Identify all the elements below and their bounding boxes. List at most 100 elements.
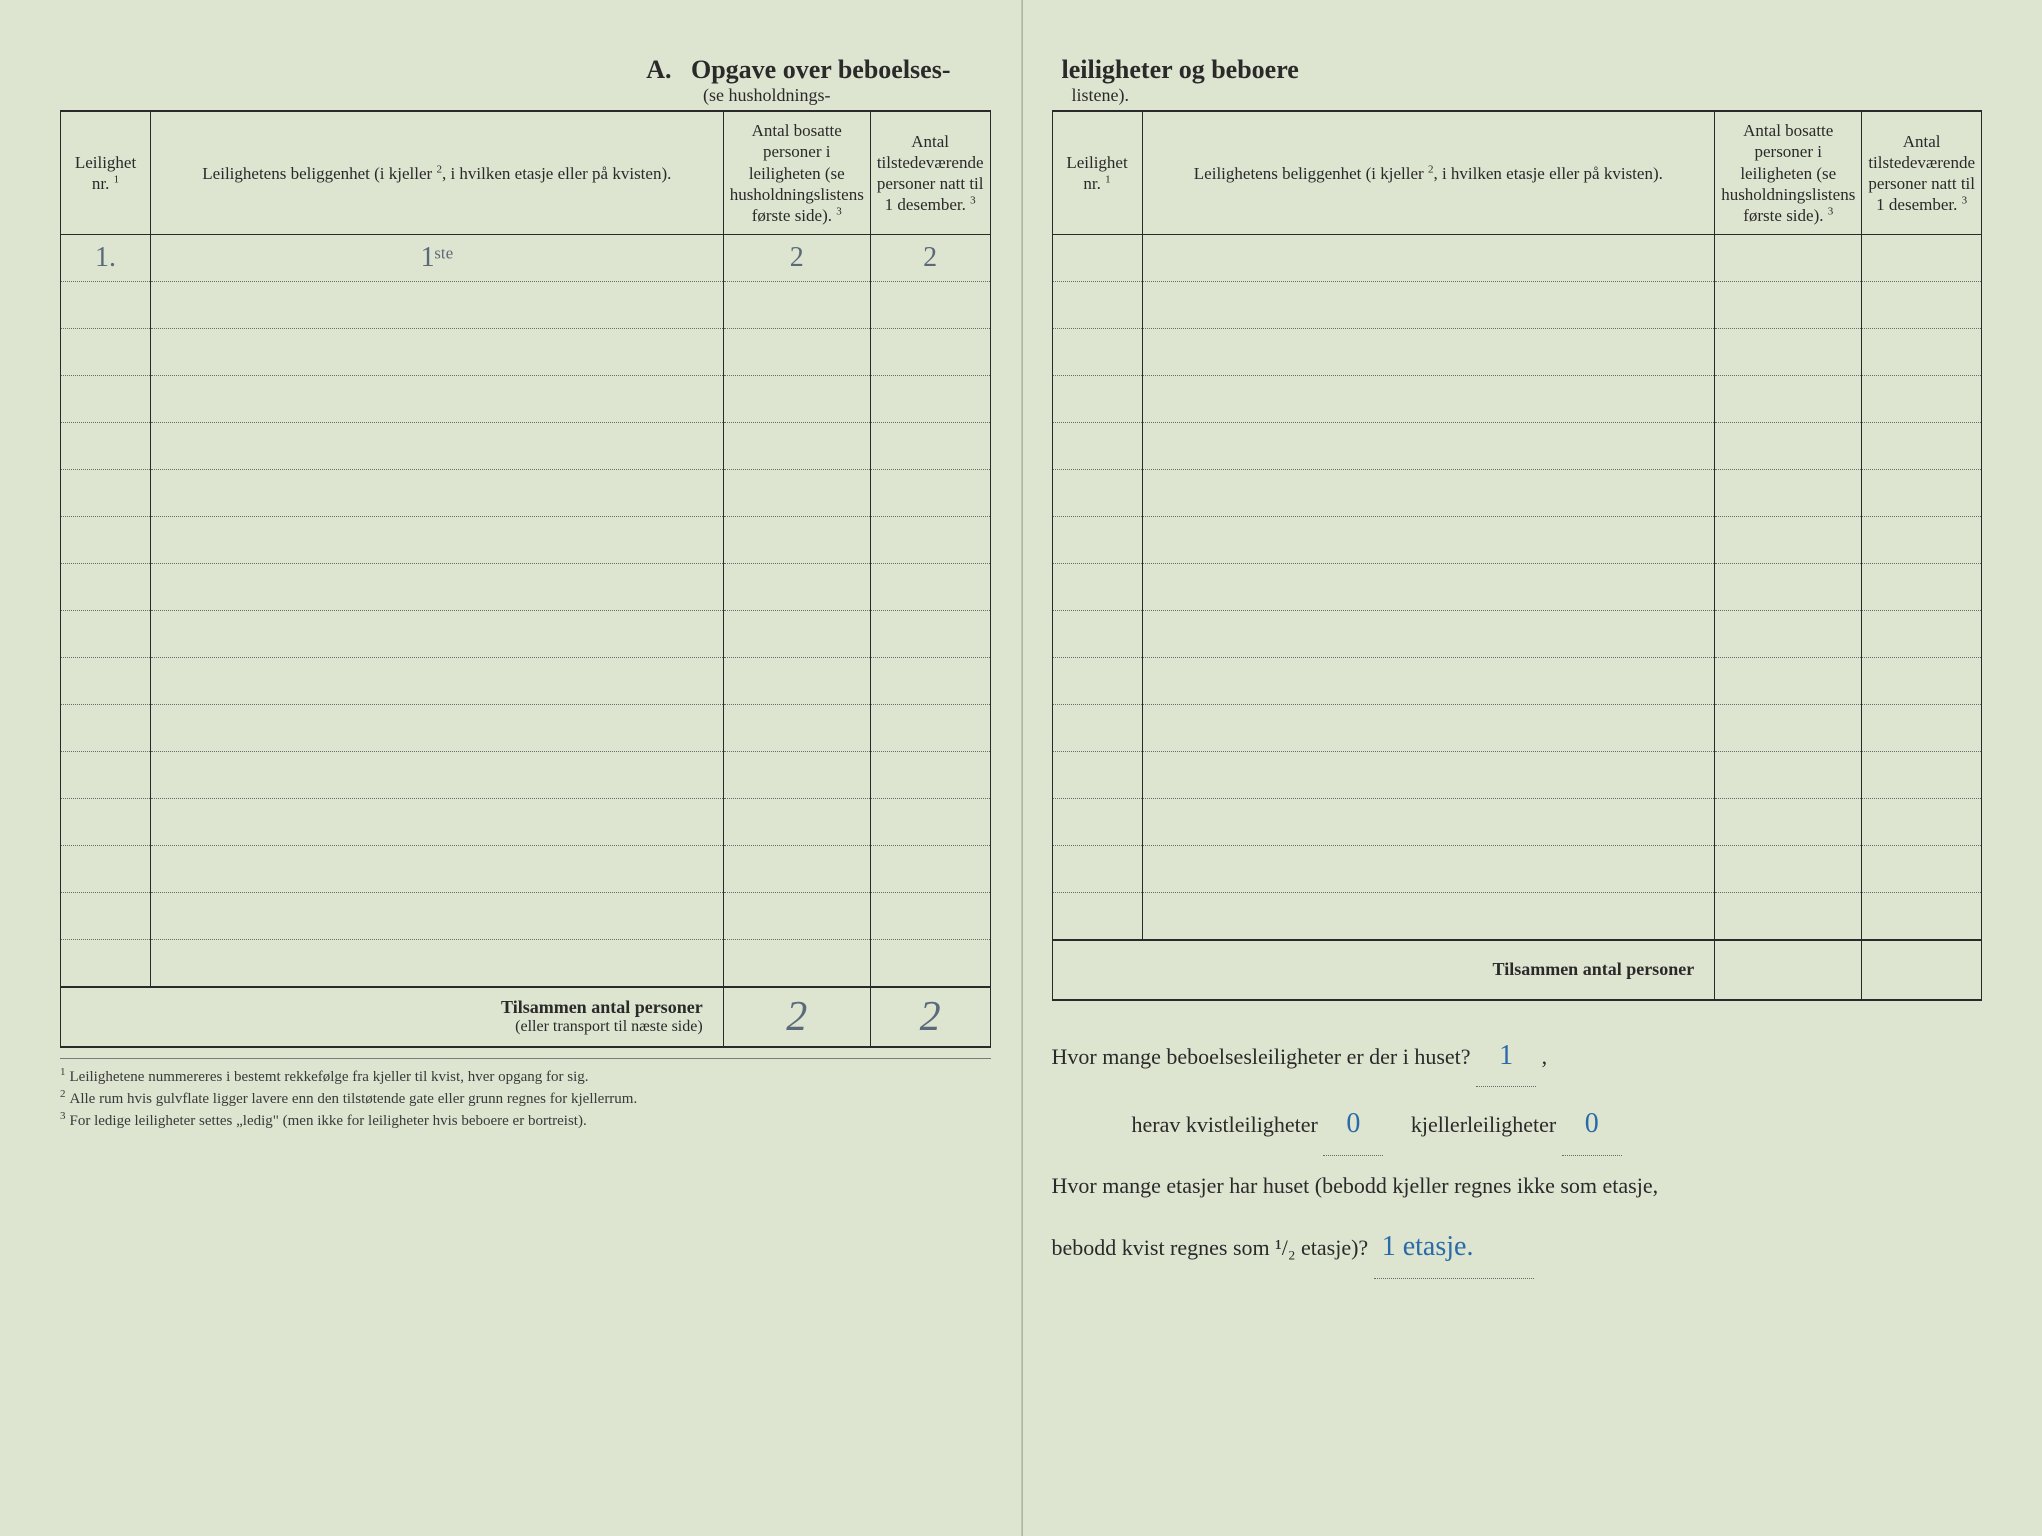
cell-location: 1ˢᵗᵉ [151, 235, 724, 282]
cell-registered [723, 940, 870, 987]
cell-registered [1715, 376, 1862, 423]
table-row [61, 940, 991, 987]
cell-nr [61, 893, 151, 940]
table-row [61, 611, 991, 658]
cell-registered [723, 376, 870, 423]
header-row: Leilighet nr. 1 Leilighetens beliggenhet… [61, 112, 991, 235]
table-row [61, 893, 991, 940]
question-3a: Hvor mange etasjer har huset (bebodd kje… [1052, 1162, 1983, 1210]
cell-location [1142, 329, 1715, 376]
table-row [61, 282, 991, 329]
cell-location [1142, 799, 1715, 846]
cell-location [151, 329, 724, 376]
table-row [1052, 517, 1982, 564]
title-right-text: leiligheter og beboere [1062, 55, 1299, 84]
cell-present [1862, 658, 1982, 705]
cell-registered [723, 329, 870, 376]
cell-present: 2 [870, 235, 990, 282]
question-3b: bebodd kvist regnes som ¹/₂ etasje)? 1 e… [1052, 1216, 1983, 1279]
cell-registered [1715, 282, 1862, 329]
ledger-table-left: Leilighet nr. 1 Leilighetens beliggenhet… [60, 112, 991, 1048]
cell-location [151, 282, 724, 329]
cell-location [1142, 423, 1715, 470]
cell-location [151, 470, 724, 517]
table-row [1052, 611, 1982, 658]
table-row [1052, 423, 1982, 470]
col-registered-header: Antal bosatte personer i leiligheten (se… [723, 112, 870, 235]
cell-location [151, 376, 724, 423]
cell-present [1862, 705, 1982, 752]
cell-registered [1715, 893, 1862, 940]
col-nr-header: Leilighet nr. 1 [61, 112, 151, 235]
table-row [61, 376, 991, 423]
cell-nr [61, 517, 151, 564]
cell-present [870, 752, 990, 799]
cell-registered [1715, 611, 1862, 658]
cell-present [1862, 611, 1982, 658]
cell-location [1142, 705, 1715, 752]
cell-location [1142, 846, 1715, 893]
total-label-right: Tilsammen antal personer [1052, 940, 1715, 1000]
cell-registered [1715, 799, 1862, 846]
cell-location [1142, 611, 1715, 658]
table-row [61, 423, 991, 470]
table-row [1052, 235, 1982, 282]
cell-present [1862, 799, 1982, 846]
table-row [1052, 752, 1982, 799]
cell-nr [61, 846, 151, 893]
cell-nr [1052, 235, 1142, 282]
cell-nr [1052, 564, 1142, 611]
cell-registered: 2 [723, 235, 870, 282]
cell-registered [1715, 235, 1862, 282]
table-row [1052, 893, 1982, 940]
total-registered-left: 2 [723, 987, 870, 1047]
cell-nr [61, 470, 151, 517]
total-registered-right [1715, 940, 1862, 1000]
cell-location [1142, 752, 1715, 799]
cell-location [151, 705, 724, 752]
cell-location [151, 846, 724, 893]
cell-registered [723, 658, 870, 705]
cell-location [151, 893, 724, 940]
cell-present [870, 705, 990, 752]
cell-registered [1715, 517, 1862, 564]
cell-registered [723, 893, 870, 940]
cell-nr [61, 752, 151, 799]
cell-present [1862, 376, 1982, 423]
cell-registered [1715, 564, 1862, 611]
cell-registered [1715, 658, 1862, 705]
cell-present [1862, 329, 1982, 376]
col-present-header: Antal tilstedeværende personer natt til … [870, 112, 990, 235]
cell-location [151, 799, 724, 846]
cell-present [870, 517, 990, 564]
title-left-text: Opgave over beboelses- [691, 55, 951, 84]
cell-present [870, 940, 990, 987]
cell-nr [1052, 376, 1142, 423]
total-row-right: Tilsammen antal personer [1052, 940, 1982, 1000]
col-nr-header-r: Leilighet nr. 1 [1052, 112, 1142, 235]
cell-nr [1052, 470, 1142, 517]
cell-nr [61, 423, 151, 470]
footnotes: 1Leilighetene nummereres i bestemt rekke… [60, 1058, 991, 1132]
cell-present [1862, 893, 1982, 940]
header-row-right: Leilighet nr. 1 Leilighetens beliggenhet… [1052, 112, 1982, 235]
cell-location [151, 658, 724, 705]
cell-location [1142, 658, 1715, 705]
cell-nr [61, 658, 151, 705]
table-row [1052, 564, 1982, 611]
cell-registered [1715, 846, 1862, 893]
cell-registered [723, 752, 870, 799]
cell-location [151, 423, 724, 470]
cell-location [1142, 282, 1715, 329]
title-left: A. Opgave over beboelses- (se husholdnin… [60, 55, 991, 106]
cell-location [1142, 893, 1715, 940]
cell-location [151, 517, 724, 564]
col-present-header-r: Antal tilstedeværende personer natt til … [1862, 112, 1982, 235]
table-row [1052, 470, 1982, 517]
cell-present [1862, 517, 1982, 564]
cell-present [1862, 423, 1982, 470]
total-label-left: Tilsammen antal personer (eller transpor… [61, 987, 724, 1047]
cell-registered [723, 517, 870, 564]
cell-registered [723, 423, 870, 470]
table-row [61, 564, 991, 611]
